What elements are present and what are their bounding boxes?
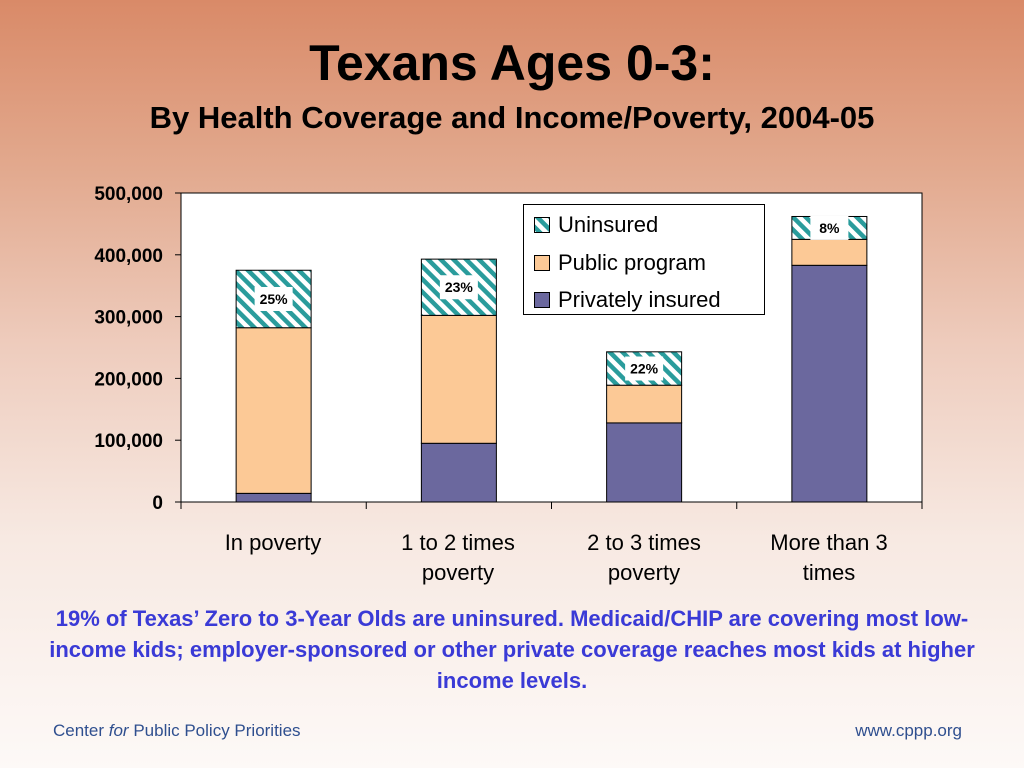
bar-privately-insured [606,422,683,503]
bar-public-program [235,327,312,494]
bar-privately-insured [791,264,868,503]
x-category-label: 2 to 3 times poverty [587,530,701,585]
legend-swatch-privately-insured [534,292,550,308]
y-tick-label: 300,000 [94,308,163,329]
uninsured-label-box [810,215,849,240]
footer-org-post: Public Policy Priorities [128,721,301,740]
uninsured-pct-label: 25% [260,291,289,307]
legend-item-public-program: Public program [534,250,706,275]
y-tick-label: 500,000 [94,184,163,205]
uninsured-pct-label: 8% [819,220,840,236]
legend-item-privately-insured: Privately insured [534,287,721,312]
legend-swatch-uninsured [534,217,550,233]
bar-public-program [791,238,868,266]
chart-subtitle: By Health Coverage and Income/Poverty, 2… [149,100,875,135]
chart-legend: Uninsured Public program Privately insur… [523,204,765,315]
legend-label-public-program: Public program [558,250,706,275]
chart-title: Texans Ages 0-3: [309,35,715,91]
y-tick-label: 100,000 [94,431,163,452]
legend-item-uninsured: Uninsured [534,212,659,237]
x-category-label: 1 to 2 times poverty [401,530,515,585]
uninsured-label-box [439,275,478,300]
y-tick-label: 0 [152,493,163,514]
summary-caption: 19% of Texas’ Zero to 3-Year Olds are un… [49,606,975,693]
footer-org-pre: Center [53,721,109,740]
uninsured-pct-label: 22% [630,361,659,377]
footer-website-link[interactable]: www.cppp.org [855,721,962,740]
legend-label-privately-insured: Privately insured [558,287,721,312]
uninsured-label-box [625,356,664,381]
uninsured-label-box [254,286,293,311]
bar-public-program [606,384,683,424]
bar-privately-insured [235,492,312,503]
y-tick-label: 200,000 [94,369,163,390]
footer-organization: Center for Public Policy Priorities [53,721,301,741]
x-category-label: More than 3 times [770,530,888,585]
x-category-label: In poverty [224,530,322,555]
bar-public-program [420,314,497,444]
legend-swatch-public-program [534,255,550,271]
bar-privately-insured [420,442,497,503]
footer-org-em: for [108,721,129,740]
uninsured-pct-label: 23% [445,279,474,295]
legend-label-uninsured: Uninsured [558,212,659,237]
y-tick-label: 400,000 [94,246,163,267]
